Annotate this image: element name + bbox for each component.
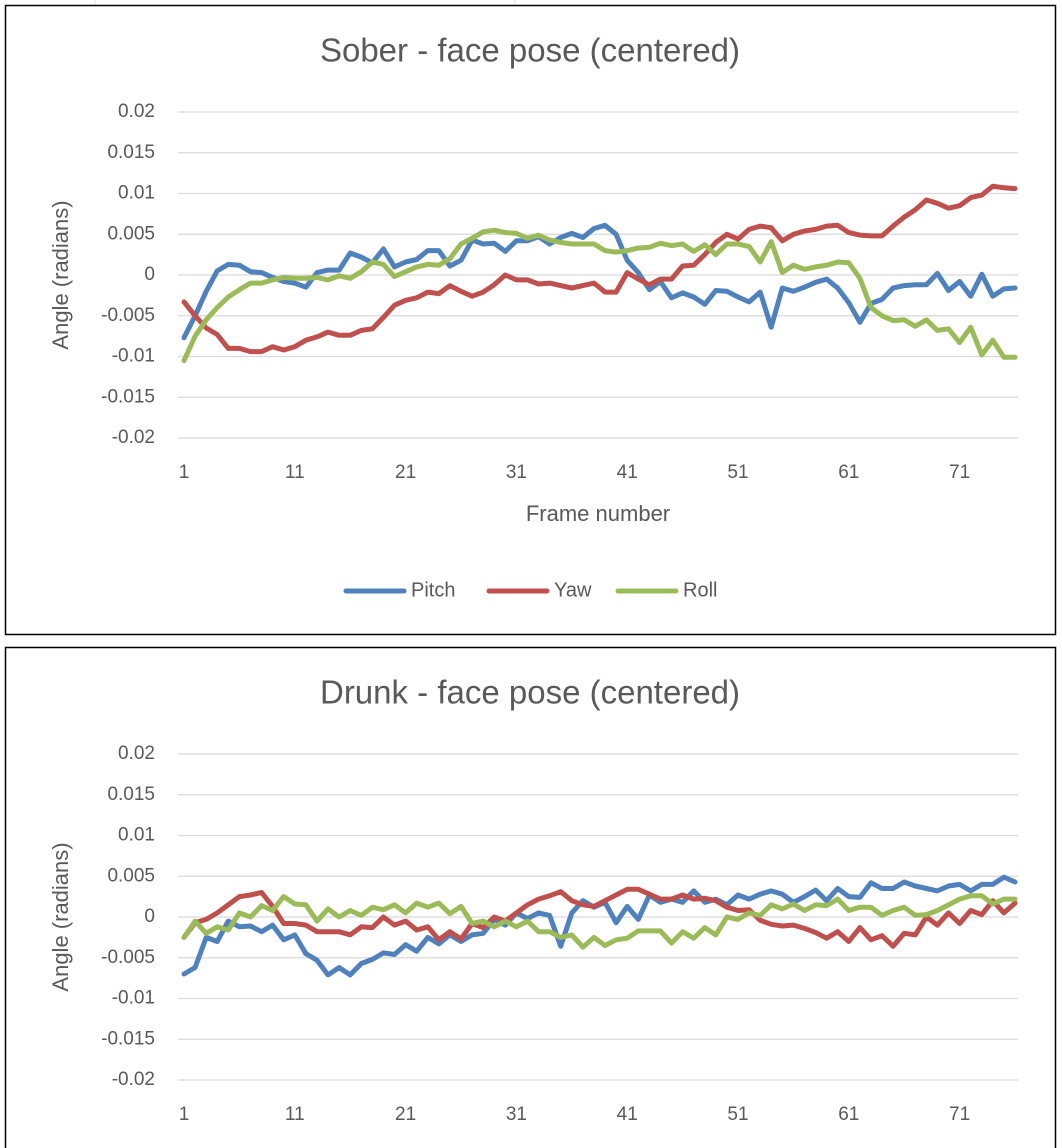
x-tick-label: 1 (179, 462, 190, 483)
x-tick-label: 71 (949, 1104, 970, 1125)
series-line (181, 893, 1018, 950)
chart-title: Drunk - face pose (centered) (320, 674, 740, 711)
x-tick-label: 41 (617, 1104, 638, 1125)
y-tick-label: -0.02 (112, 427, 155, 448)
chart-frame (4, 646, 1057, 1148)
y-tick-label: 0 (144, 906, 155, 927)
x-axis-label: Frame number (526, 501, 670, 526)
chart-frame (4, 4, 1057, 636)
x-tick-label: 61 (838, 462, 859, 483)
y-tick-label: 0.01 (118, 183, 155, 204)
x-tick-label: 1 (179, 1104, 190, 1125)
y-tick-label: 0.015 (107, 784, 155, 805)
series-line (181, 222, 1018, 341)
x-tick-label: 11 (285, 462, 305, 483)
legend-label: Pitch (411, 579, 455, 601)
series-line (181, 886, 1018, 949)
x-tick-label: 31 (506, 462, 527, 483)
x-tick-label: 21 (395, 462, 416, 483)
x-tick-label: 21 (395, 1104, 416, 1125)
y-tick-label: 0.005 (107, 865, 155, 886)
y-tick-label: -0.015 (101, 1028, 155, 1049)
x-tick-label: 41 (617, 462, 638, 483)
y-tick-label: 0 (144, 264, 155, 285)
legend-label: Roll (683, 579, 717, 601)
y-tick-label: -0.01 (112, 988, 155, 1009)
y-tick-label: -0.015 (101, 386, 155, 407)
y-tick-label: 0.015 (107, 142, 155, 163)
y-tick-label: 0.005 (107, 223, 155, 244)
series-line (181, 183, 1018, 355)
x-tick-label: 61 (838, 1104, 859, 1125)
x-tick-label: 51 (727, 462, 748, 483)
y-tick-label: -0.005 (101, 305, 155, 326)
y-tick-label: 0.02 (118, 101, 155, 122)
x-tick-label: 51 (727, 1104, 748, 1125)
y-tick-label: -0.005 (101, 947, 155, 968)
y-tick-label: 0.02 (118, 743, 155, 764)
series-line (181, 227, 1018, 364)
y-tick-label: 0.01 (118, 825, 155, 846)
y-tick-label: -0.02 (112, 1069, 155, 1090)
x-tick-label: 71 (949, 462, 970, 483)
x-tick-label: 31 (506, 1104, 527, 1125)
x-tick-label: 11 (285, 1104, 305, 1125)
legend-label: Yaw (554, 579, 592, 601)
y-axis-label: Angle (radians) (48, 200, 73, 349)
y-axis-label: Angle (radians) (48, 842, 73, 991)
y-tick-label: -0.01 (112, 346, 155, 367)
chart-title: Sober - face pose (centered) (320, 32, 740, 69)
